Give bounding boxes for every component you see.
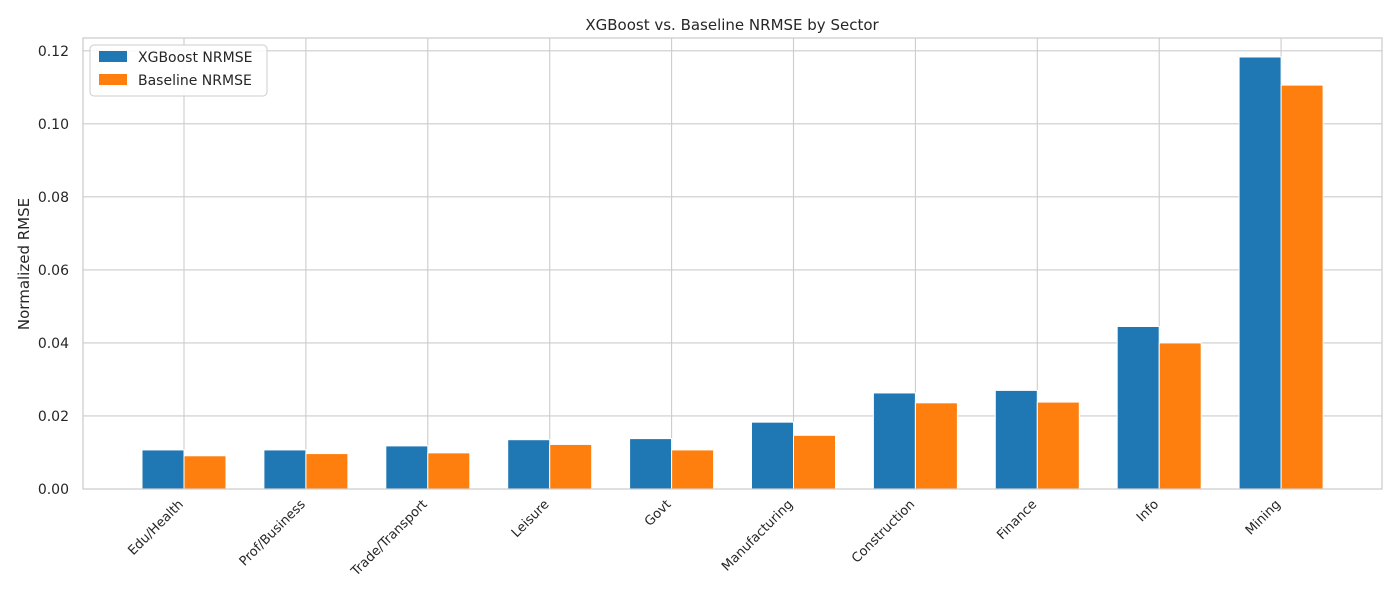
bar-xgboost <box>141 449 185 490</box>
y-axis-label: Normalized RMSE <box>15 198 33 330</box>
bars <box>141 56 1324 490</box>
legend-swatch-xgboost <box>99 51 127 62</box>
bar-xgboost <box>751 421 794 490</box>
bar-baseline <box>793 434 836 490</box>
bar-xgboost <box>1116 325 1160 490</box>
legend-swatch-baseline <box>99 74 127 85</box>
bar-xgboost <box>263 449 307 490</box>
bar-baseline <box>549 443 593 490</box>
bar-xgboost <box>507 439 551 490</box>
bar-baseline <box>305 453 349 490</box>
bar-xgboost <box>872 392 916 490</box>
grid-lines <box>83 38 1382 490</box>
legend: XGBoost NRMSE Baseline NRMSE <box>89 44 268 97</box>
bar-baseline <box>914 402 958 490</box>
y-tick-label: 0.12 <box>38 44 69 60</box>
y-tick-label: 0.00 <box>38 482 69 498</box>
bar-xgboost <box>385 445 429 490</box>
bar-xgboost <box>994 389 1038 490</box>
y-tick-label: 0.08 <box>38 190 69 206</box>
plot-frame <box>82 37 1383 490</box>
bar-baseline <box>1036 401 1080 490</box>
y-tick-label: 0.06 <box>38 263 69 279</box>
y-tick-label: 0.02 <box>38 409 69 425</box>
y-tick-label: 0.10 <box>38 117 69 133</box>
legend-label-baseline: Baseline NRMSE <box>138 73 252 89</box>
y-tick-label: 0.04 <box>38 336 69 352</box>
bar-baseline <box>1280 84 1324 490</box>
bar-baseline <box>1158 342 1202 490</box>
bar-xgboost <box>629 438 673 490</box>
legend-box <box>89 44 268 97</box>
bar-baseline <box>183 455 227 490</box>
legend-label-xgboost: XGBoost NRMSE <box>138 50 252 66</box>
bar-baseline <box>427 452 471 490</box>
bar-baseline <box>671 449 715 490</box>
y-axis-ticks: 0.00 0.02 0.04 0.06 0.08 0.10 0.12 <box>38 44 69 498</box>
bar-xgboost <box>1238 56 1282 490</box>
chart-title: XGBoost vs. Baseline NRMSE by Sector <box>585 16 879 34</box>
